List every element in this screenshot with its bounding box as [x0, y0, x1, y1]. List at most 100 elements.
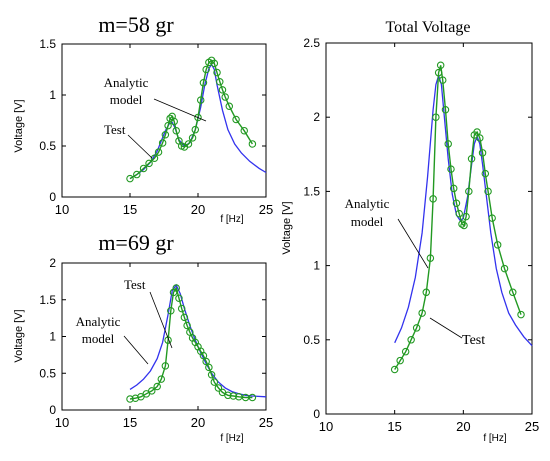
data-point-test: [432, 113, 440, 121]
x-tick-label: 15: [123, 415, 137, 430]
data-point-test: [248, 140, 257, 148]
annotation-pointer-analytic-total: [397, 218, 429, 269]
data-point-test: [161, 362, 170, 370]
annotation-analytic-m58-line1: Analytic: [104, 75, 149, 90]
annotation-analytic-m58-line2: model: [110, 92, 143, 107]
x-tick-label: 20: [456, 419, 470, 434]
data-point-test: [458, 220, 466, 228]
data-point-test: [153, 382, 161, 391]
data-point-test: [157, 375, 166, 383]
data-point-test: [493, 241, 502, 249]
data-point-test: [161, 131, 170, 139]
axes-frame: [61, 43, 267, 198]
annotation-pointer-analytic-m69: [123, 335, 149, 365]
data-point-test: [517, 310, 525, 319]
data-point-test: [184, 140, 193, 148]
plot-area-m69: 10 15 20 25 0 0.5 1 1.5 2: [39, 256, 273, 430]
chart-title-m69: m=69 gr: [98, 230, 174, 255]
y-tick-label: 0: [49, 403, 56, 417]
data-point-test: [478, 149, 487, 157]
data-point-test: [131, 394, 140, 402]
data-point-test: [172, 126, 180, 135]
x-axis-label-m58: f [Hz]: [220, 214, 244, 225]
data-point-test: [240, 126, 248, 135]
data-point-test: [168, 112, 176, 121]
y-tick-label: 0.5: [39, 139, 56, 153]
data-point-test: [202, 357, 210, 366]
y-tick-label: 0.5: [39, 366, 56, 380]
x-tick-label: 20: [191, 415, 205, 430]
annotation-analytic-m69-line2: model: [82, 331, 115, 346]
data-point-test: [426, 254, 435, 262]
x-tick-label: 10: [55, 202, 69, 217]
y-tick-label: 0.5: [303, 333, 320, 347]
data-point-test: [216, 77, 224, 86]
data-point-test: [447, 165, 455, 173]
y-tick-label: 1.5: [39, 293, 56, 307]
data-point-test: [224, 391, 232, 400]
panel-total: Total Voltage 10 15 20 25 0 0.5 1 1.5 2 2.5 Volta…: [281, 19, 539, 444]
data-point-test: [210, 59, 219, 68]
annotation-pointer-test-m69: [149, 291, 173, 349]
annotation-test-m58: Test: [104, 122, 126, 137]
panel-m58: m=58 gr 10 15 20 25 0 0.5 1 1.5 Voltage [V] f […: [13, 12, 273, 225]
data-point-test: [148, 387, 156, 395]
y-axis-label-m69: Voltage [V]: [13, 309, 25, 362]
x-axis-label-m69: f [Hz]: [220, 433, 244, 444]
data-point-test: [188, 134, 197, 142]
data-point-test: [476, 134, 484, 142]
annotation-analytic-total-line1: Analytic: [345, 196, 390, 211]
data-point-test: [214, 384, 223, 392]
data-point-test: [133, 170, 141, 179]
data-point-test: [199, 351, 208, 360]
data-point-test: [438, 76, 447, 84]
annotation-test-m69: Test: [124, 277, 146, 292]
y-tick-label: 2: [49, 256, 56, 270]
x-axis-label-total: f [Hz]: [483, 433, 507, 444]
data-point-test: [465, 187, 473, 196]
panel-m69: m=69 gr 10 15 20 25 0 0.5 1 1.5 2 Voltage [V] f …: [13, 230, 273, 444]
y-tick-label: 2.5: [303, 36, 320, 50]
data-point-test: [449, 184, 458, 193]
data-point-test: [194, 113, 202, 122]
annotation-analytic-m69-line1: Analytic: [76, 314, 121, 329]
data-point-test: [202, 65, 210, 74]
data-point-test: [455, 209, 463, 218]
data-point-test: [460, 221, 468, 230]
data-point-test: [407, 336, 415, 344]
x-tick-label: 10: [55, 415, 69, 430]
x-tick-label: 25: [259, 415, 273, 430]
data-point-test: [183, 321, 191, 330]
series-line-analytic: [394, 73, 533, 347]
data-point-test: [175, 294, 183, 303]
data-point-test: [396, 356, 404, 365]
data-point-test: [199, 79, 208, 87]
annotation-test-total: Test: [462, 333, 485, 348]
plot-area-m58: 10 15 20 25 0 0.5 1 1.5: [39, 37, 273, 217]
x-tick-label: 25: [259, 202, 273, 217]
data-point-test: [401, 347, 410, 356]
series-line-test: [394, 65, 522, 370]
y-tick-label: 1.5: [39, 37, 56, 51]
annotation-pointer-test-total: [429, 317, 463, 339]
x-tick-label: 20: [191, 202, 205, 217]
data-point-test: [170, 117, 178, 126]
annotation-pointer-test-m58: [127, 134, 153, 159]
y-tick-label: 1.5: [303, 184, 320, 198]
y-axis-label-m58: Voltage [V]: [13, 99, 25, 152]
y-tick-label: 0: [49, 190, 56, 204]
data-point-test: [126, 395, 134, 403]
data-point-test: [213, 68, 221, 77]
data-point-test: [429, 195, 437, 203]
data-point-test: [150, 154, 159, 162]
axes-frame: [325, 42, 533, 415]
data-point-test: [229, 392, 238, 400]
data-point-test: [473, 128, 481, 136]
data-point-test: [154, 148, 163, 156]
data-point-test: [500, 264, 509, 273]
data-point-test: [164, 121, 172, 130]
data-point-test: [167, 307, 175, 315]
data-point-test: [221, 93, 229, 101]
data-point-test: [422, 288, 431, 297]
data-point-test: [509, 288, 517, 297]
